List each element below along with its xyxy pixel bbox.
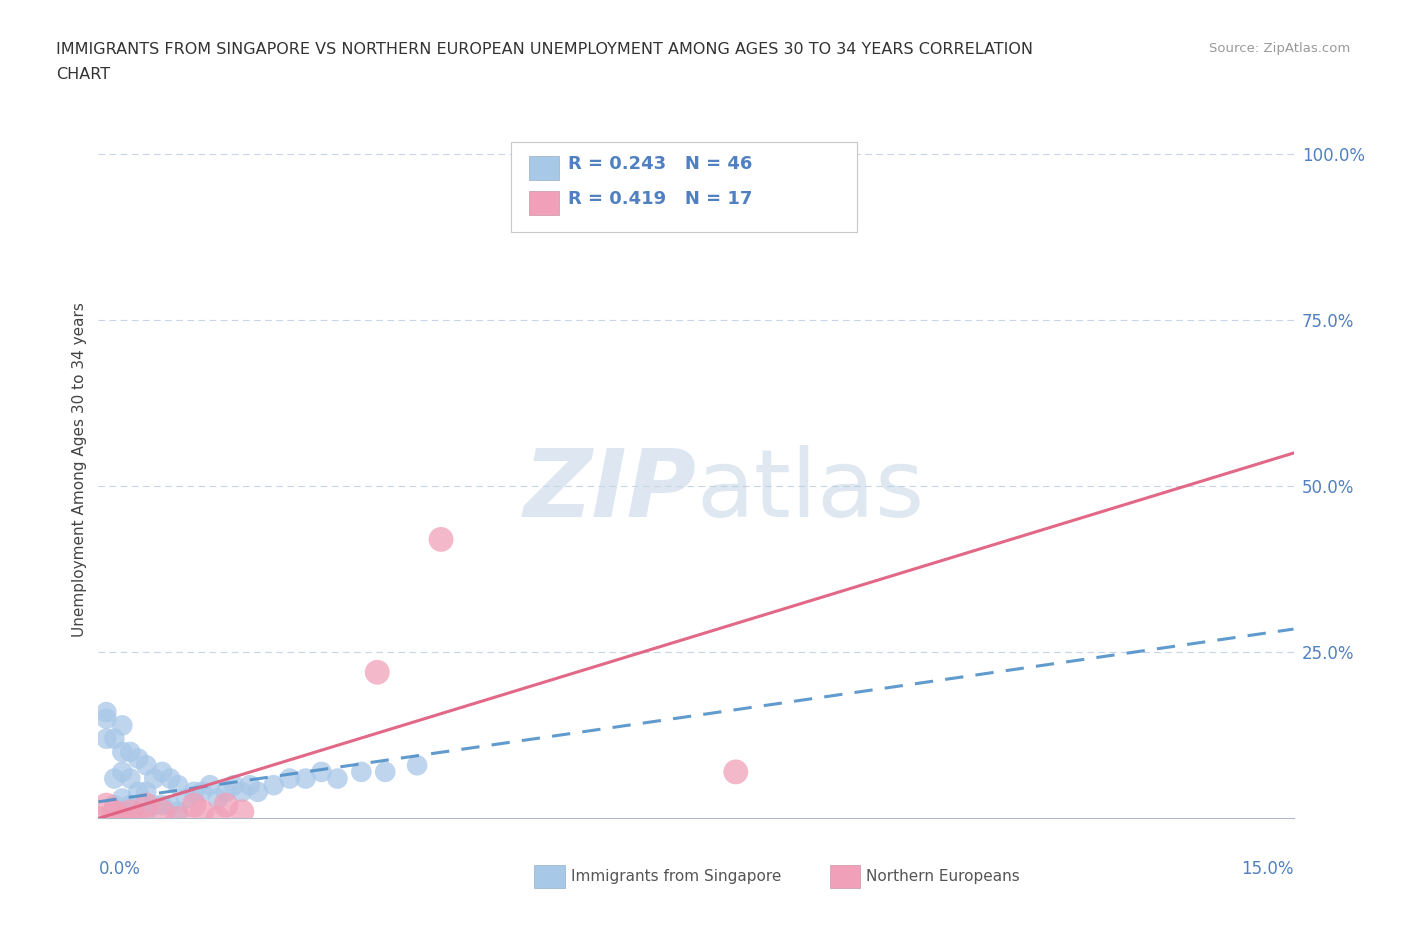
Point: [215, 784, 238, 799]
Point: [159, 798, 181, 813]
Text: Immigrants from Singapore: Immigrants from Singapore: [571, 870, 782, 884]
Point: [111, 745, 134, 760]
Point: [150, 798, 173, 813]
Point: [374, 764, 396, 779]
Point: [366, 665, 388, 680]
Point: [278, 771, 301, 786]
Point: [127, 811, 149, 826]
Point: [183, 798, 205, 813]
Point: [167, 777, 190, 792]
Text: ZIP: ZIP: [523, 445, 696, 537]
Point: [222, 777, 245, 792]
Point: [207, 791, 229, 806]
Point: [111, 764, 134, 779]
Point: [96, 705, 118, 720]
Point: [326, 771, 349, 786]
Point: [111, 811, 134, 826]
Point: [231, 804, 253, 819]
Point: [246, 784, 269, 799]
Point: [294, 771, 316, 786]
Y-axis label: Unemployment Among Ages 30 to 34 years: Unemployment Among Ages 30 to 34 years: [72, 302, 87, 637]
Point: [127, 751, 149, 766]
Point: [231, 784, 253, 799]
Point: [724, 764, 747, 779]
Text: Source: ZipAtlas.com: Source: ZipAtlas.com: [1209, 42, 1350, 55]
Text: 15.0%: 15.0%: [1241, 860, 1294, 878]
FancyBboxPatch shape: [510, 142, 858, 232]
Point: [191, 784, 214, 799]
Text: R = 0.419   N = 17: R = 0.419 N = 17: [568, 190, 752, 208]
Point: [96, 731, 118, 746]
Point: [263, 777, 285, 792]
Point: [120, 798, 142, 813]
Point: [167, 804, 190, 819]
Point: [103, 798, 125, 813]
Text: 0.0%: 0.0%: [98, 860, 141, 878]
Point: [174, 791, 197, 806]
Point: [167, 811, 190, 826]
Point: [103, 771, 125, 786]
Point: [127, 784, 149, 799]
Point: [111, 811, 134, 826]
Point: [120, 745, 142, 760]
Point: [135, 804, 157, 819]
Point: [103, 804, 125, 819]
Point: [207, 811, 229, 826]
Point: [215, 798, 238, 813]
Point: [311, 764, 333, 779]
Point: [87, 811, 110, 826]
Point: [150, 764, 173, 779]
Point: [143, 771, 166, 786]
Text: IMMIGRANTS FROM SINGAPORE VS NORTHERN EUROPEAN UNEMPLOYMENT AMONG AGES 30 TO 34 : IMMIGRANTS FROM SINGAPORE VS NORTHERN EU…: [56, 42, 1033, 57]
Point: [239, 777, 262, 792]
Point: [111, 718, 134, 733]
Point: [111, 791, 134, 806]
Point: [96, 711, 118, 726]
Point: [406, 758, 429, 773]
Point: [150, 804, 173, 819]
Text: Northern Europeans: Northern Europeans: [866, 870, 1019, 884]
Bar: [529, 155, 558, 180]
Point: [350, 764, 373, 779]
Point: [120, 804, 142, 819]
Text: R = 0.243   N = 46: R = 0.243 N = 46: [568, 155, 752, 173]
Point: [103, 731, 125, 746]
Point: [120, 771, 142, 786]
Point: [183, 784, 205, 799]
Point: [135, 758, 157, 773]
Point: [135, 798, 157, 813]
Point: [143, 798, 166, 813]
Text: atlas: atlas: [696, 445, 924, 537]
Point: [191, 804, 214, 819]
Point: [198, 777, 221, 792]
Point: [135, 784, 157, 799]
Point: [430, 532, 453, 547]
Point: [96, 798, 118, 813]
Text: CHART: CHART: [56, 67, 110, 82]
Point: [127, 804, 149, 819]
Point: [159, 771, 181, 786]
Bar: [529, 191, 558, 215]
